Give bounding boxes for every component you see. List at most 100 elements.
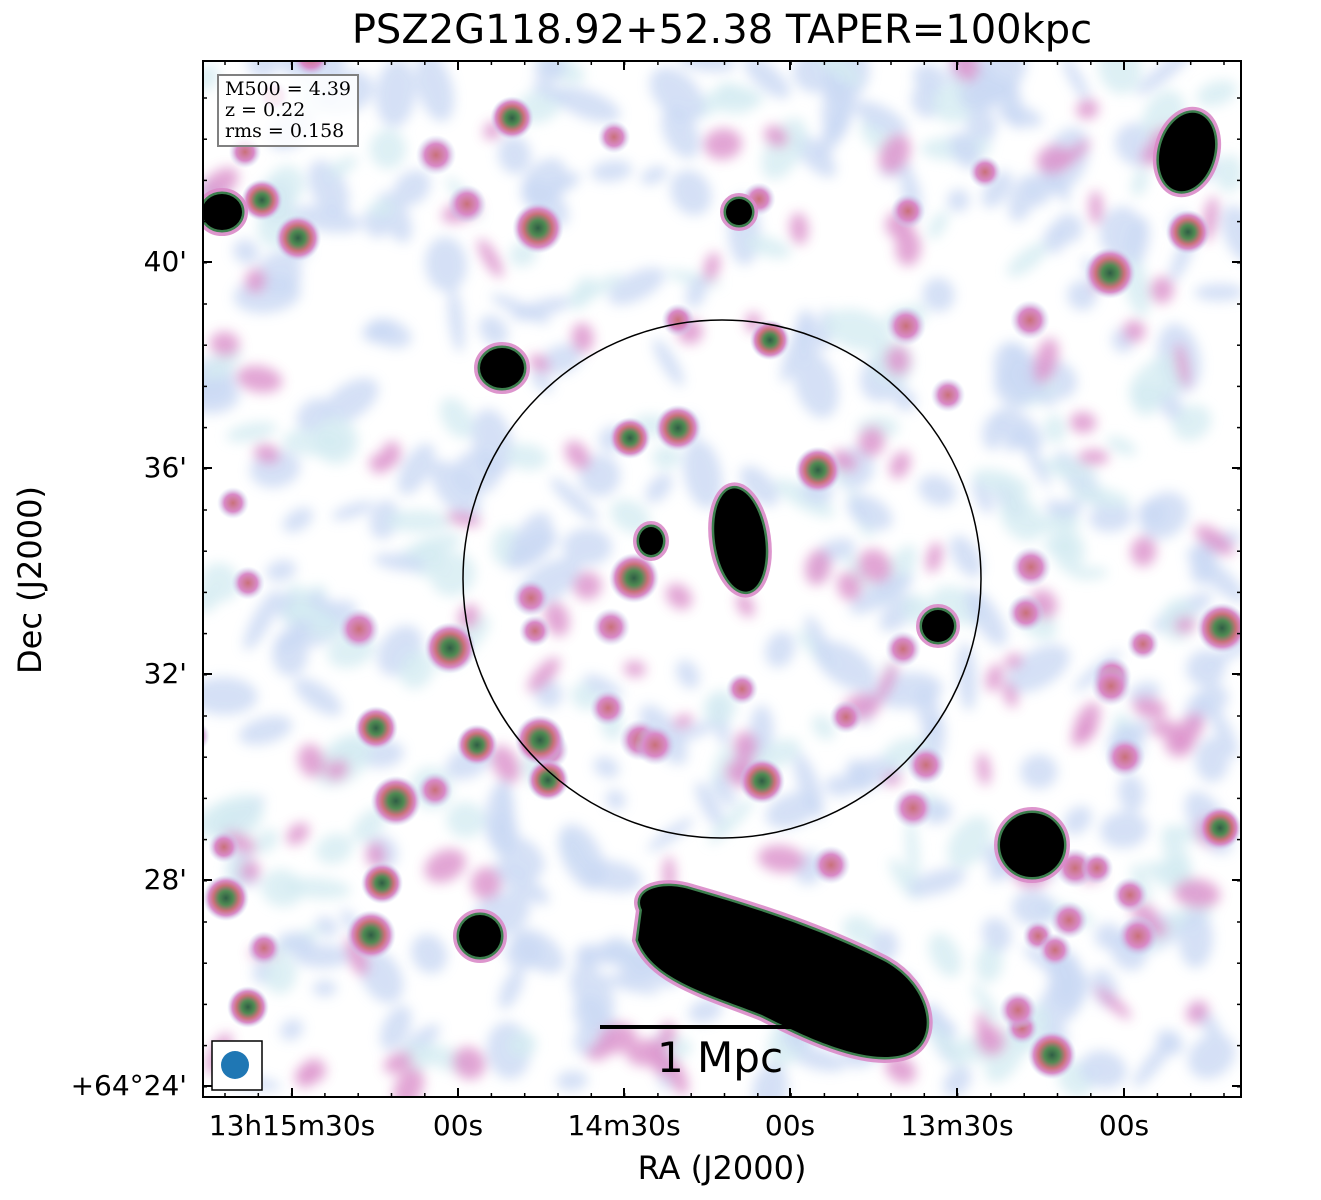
compact-source [416,771,454,809]
diffuse-blob [608,267,665,305]
diffuse-blob [789,1046,846,1072]
diffuse-pink [393,1067,424,1098]
ytick-label: 36' [143,451,187,484]
diffuse-blob [947,816,992,869]
diffuse-blob [1062,60,1090,102]
diffuse-pink [623,660,646,678]
diffuse-blob [582,860,643,893]
diffuse-blob [293,944,352,969]
diffuse-blob [765,631,796,668]
diffuse-blob [975,944,1003,983]
compact-source-bright [738,757,786,805]
diffuse-blob [415,60,455,122]
diffuse-blob [282,507,314,533]
diffuse-blob [892,388,917,412]
compact-source-bright [241,179,283,221]
xtick-label: 13m30s [900,1109,1014,1142]
diffuse-pink [209,331,240,357]
diffuse-blob [703,690,737,725]
diffuse-pink [1132,696,1167,720]
diffuse-blob [202,677,258,715]
diffuse-blob [479,315,509,346]
diffuse-blob [918,474,957,507]
diffuse-blob [1100,811,1149,849]
diffuse-pink [1095,986,1132,1020]
diffuse-blob [695,781,725,829]
compact-source [1010,300,1050,340]
diffuse-blob [247,60,279,79]
diffuse-blob [226,421,277,443]
compact-source [1007,594,1045,632]
diffuse-blob [708,798,755,845]
diffuse-blob [569,276,596,310]
diffuse-blob [649,67,705,122]
diffuse-blob [238,715,293,745]
diffuse-pink [490,745,521,783]
diffuse-pink [925,542,943,573]
diffuse-pink [369,454,390,474]
diffuse-blob [294,677,343,716]
diffuse-pink [736,593,755,618]
diffuse-blob [562,528,613,566]
diffuse-blob [369,500,399,540]
diffuse-blob [908,868,966,897]
diffuse-pink [527,657,560,693]
diffuse-blob [653,338,685,387]
diffuse-blob [314,417,359,465]
diffuse-pink [452,1046,486,1080]
diffuse-blob [556,1070,588,1091]
diffuse-blob [688,999,723,1023]
diffuse-blob [1215,154,1242,192]
diffuse-blob [814,641,877,692]
diffuse-blob [717,92,757,114]
diffuse-pink [1077,449,1110,466]
diffuse-pink [1174,616,1196,634]
x-axis-label: RA (J2000) [637,1149,807,1187]
diffuse-blob [610,499,650,534]
diffuse-blob [1071,567,1108,580]
diffuse-blob [509,512,553,569]
diffuse-blob [511,928,565,974]
compact-source-bright [609,417,651,459]
diffuse-blob [331,501,374,521]
diffuse-blob [981,170,1013,208]
diffuse-blob [282,602,343,638]
diffuse-blob [943,1065,972,1097]
compact-source-bright [370,775,422,827]
rms-label: rms = 0.158 [225,120,345,142]
compact-source-bright [526,758,570,802]
diffuse-blob [795,309,821,358]
diffuse-pink [857,426,885,457]
diffuse-pink [1076,99,1099,120]
y-axis-label: Dec (J2000) [11,486,49,674]
diffuse-blob [1156,1029,1184,1055]
saturated-source [726,199,752,225]
compact-source [591,607,631,647]
diffuse-pink [789,212,809,245]
compact-source-bright [424,622,476,674]
diffuse-blob [949,535,983,578]
diffuse-emission [202,60,1242,1098]
diffuse-blob [1191,552,1242,603]
diffuse-blob [661,106,700,159]
diffuse-blob [369,129,407,169]
diffuse-blob [507,1031,537,1058]
diffuse-blob [233,239,259,264]
compact-source [906,745,946,785]
compact-source-bright [360,861,404,905]
ytick-label: +64°24' [70,1069,187,1102]
diffuse-blob [1020,754,1058,789]
diffuse-blob [928,933,962,977]
diffuse-blob [1011,890,1056,927]
compact-source [291,60,331,77]
diffuse-blob [744,60,791,99]
diffuse-pink [1123,319,1146,343]
diffuse-blob [1038,458,1098,480]
radio-map-image [202,60,1242,1098]
diffuse-blob [1131,383,1161,416]
compact-source-bright [274,214,322,262]
diffuse-blob [204,347,241,381]
diffuse-pink [804,549,832,586]
diffuse-pink [572,571,602,600]
diffuse-pink [626,1038,668,1067]
